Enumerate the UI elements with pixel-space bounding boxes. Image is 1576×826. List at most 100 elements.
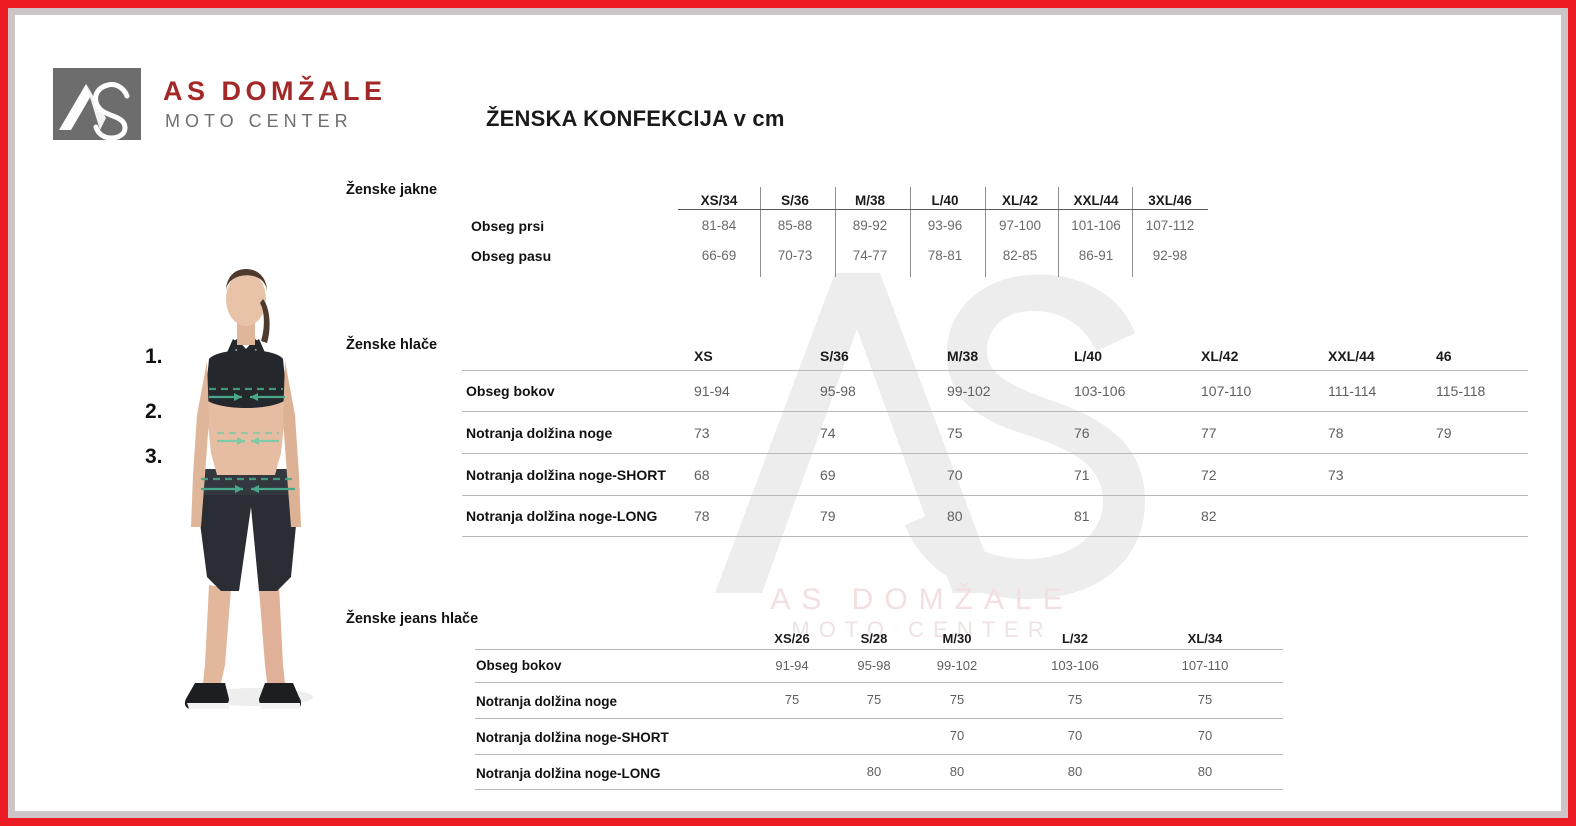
table-rule (475, 754, 1283, 755)
table-rule (462, 370, 1528, 371)
table-cell: 99-102 (936, 658, 978, 673)
watermark-line-1: AS DOMŽALE (770, 583, 1074, 616)
table-cell: 101-106 (1071, 218, 1121, 233)
col-header: 3XL/46 (1148, 193, 1192, 208)
table-divider (1058, 187, 1059, 277)
table-cell: 103-106 (1051, 658, 1099, 673)
table-cell: 82 (1201, 508, 1217, 524)
table-cell: 91-94 (775, 658, 809, 673)
row-label: Obseg bokov (476, 658, 562, 673)
table-cell: 75 (949, 692, 965, 707)
section-label-hlace: Ženske hlače (346, 337, 438, 353)
section-label-jakne: Ženske jakne (346, 182, 438, 198)
table-cell: 107-110 (1181, 658, 1229, 673)
page-title: ŽENSKA KONFEKCIJA v cm (486, 106, 785, 131)
table-cell: 66-69 (701, 248, 737, 263)
section-label-jeans-hlace: Ženske jeans hlače (346, 611, 479, 627)
table-cell: 81-84 (701, 218, 737, 233)
table-cell: 95-98 (820, 383, 856, 399)
table-cell: 80 (947, 508, 963, 524)
table-cell: 89-92 (852, 218, 888, 233)
row-label: Notranja dolžina noge (466, 425, 613, 441)
col-header: XS/34 (700, 193, 738, 208)
table-cell: 80 (1197, 764, 1213, 779)
table-rule (678, 209, 1208, 210)
col-header: XS/26 (774, 631, 810, 646)
table-cell: 77 (1201, 425, 1217, 441)
table-cell: 69 (820, 467, 836, 483)
table-cell: 75 (947, 425, 963, 441)
table-cell: 95-98 (857, 658, 891, 673)
table-cell: 75 (1067, 692, 1083, 707)
table-cell: 70 (1197, 728, 1213, 743)
col-header: XL/42 (1201, 348, 1239, 364)
table-rule (475, 789, 1283, 790)
brand-logo: AS DOMŽALE MOTO CENTER (53, 68, 387, 140)
model-measurement-figure (147, 247, 347, 717)
table-cell: 107-110 (1201, 383, 1252, 399)
table-cell: 97-100 (998, 218, 1042, 233)
table-cell: 78-81 (927, 248, 963, 263)
table-cell: 103-106 (1074, 383, 1126, 399)
col-header: S/28 (860, 631, 888, 646)
table-rule (475, 718, 1283, 719)
table-cell: 111-114 (1328, 383, 1377, 399)
table-cell: 91-94 (694, 383, 730, 399)
col-header: L/40 (1074, 348, 1103, 364)
table-divider (1132, 187, 1133, 277)
row-label: Notranja dolžina noge-SHORT (476, 730, 669, 745)
table-cell: 75 (1197, 692, 1213, 707)
table-cell: 79 (1436, 425, 1452, 441)
row-label: Notranja dolžina noge-LONG (476, 766, 661, 781)
table-cell: 74-77 (852, 248, 888, 263)
row-label: Notranja dolžina noge-LONG (466, 508, 658, 524)
table-cell: 81 (1074, 508, 1090, 524)
table-cell: 78 (1328, 425, 1344, 441)
col-header: XXL/44 (1073, 193, 1119, 208)
col-header: S/36 (781, 193, 809, 208)
table-cell: 70 (947, 467, 963, 483)
table-cell: 86-91 (1078, 248, 1114, 263)
table-cell: 80 (949, 764, 965, 779)
table-cell: 107-112 (1145, 218, 1195, 233)
table-divider (985, 187, 986, 277)
table-cell: 74 (820, 425, 836, 441)
table-cell: 75 (866, 692, 882, 707)
measurement-marker-1: 1. (145, 345, 163, 368)
row-label: Notranja dolžina noge-SHORT (466, 467, 666, 483)
logo-line-2: MOTO CENTER (165, 110, 353, 131)
table-cell: 115-118 (1436, 383, 1486, 399)
logo-text: AS DOMŽALE MOTO CENTER (163, 76, 387, 133)
table-rule (462, 495, 1528, 496)
col-header: 46 (1436, 348, 1452, 364)
row-label: Notranja dolžina noge (476, 694, 618, 709)
table-cell: 75 (784, 692, 800, 707)
measurement-marker-3: 3. (145, 445, 163, 468)
measurement-marker-2: 2. (145, 400, 163, 423)
table-cell: 71 (1074, 467, 1090, 483)
table-rule (475, 682, 1283, 683)
table-rule (462, 411, 1528, 412)
table-rule (475, 649, 1283, 650)
col-header: L/32 (1061, 631, 1088, 646)
col-header: L/40 (931, 193, 959, 208)
table-cell: 73 (694, 425, 710, 441)
table-cell: 70 (949, 728, 965, 743)
col-header: M/30 (942, 631, 972, 646)
row-label: Obseg pasu (471, 248, 552, 264)
table-rule (462, 536, 1528, 537)
col-header: XXL/44 (1328, 348, 1375, 364)
col-header: M/38 (854, 193, 885, 208)
table-cell: 73 (1328, 467, 1344, 483)
table-rule (462, 453, 1528, 454)
col-header: M/38 (947, 348, 979, 364)
table-cell: 72 (1201, 467, 1217, 483)
table-cell: 93-96 (927, 218, 963, 233)
table-cell: 80 (866, 764, 882, 779)
table-divider (760, 187, 761, 277)
table-cell: 70-73 (777, 248, 813, 263)
row-label: Obseg prsi (471, 218, 545, 234)
table-cell: 82-85 (1002, 248, 1038, 263)
col-header: XL/42 (1001, 193, 1039, 208)
